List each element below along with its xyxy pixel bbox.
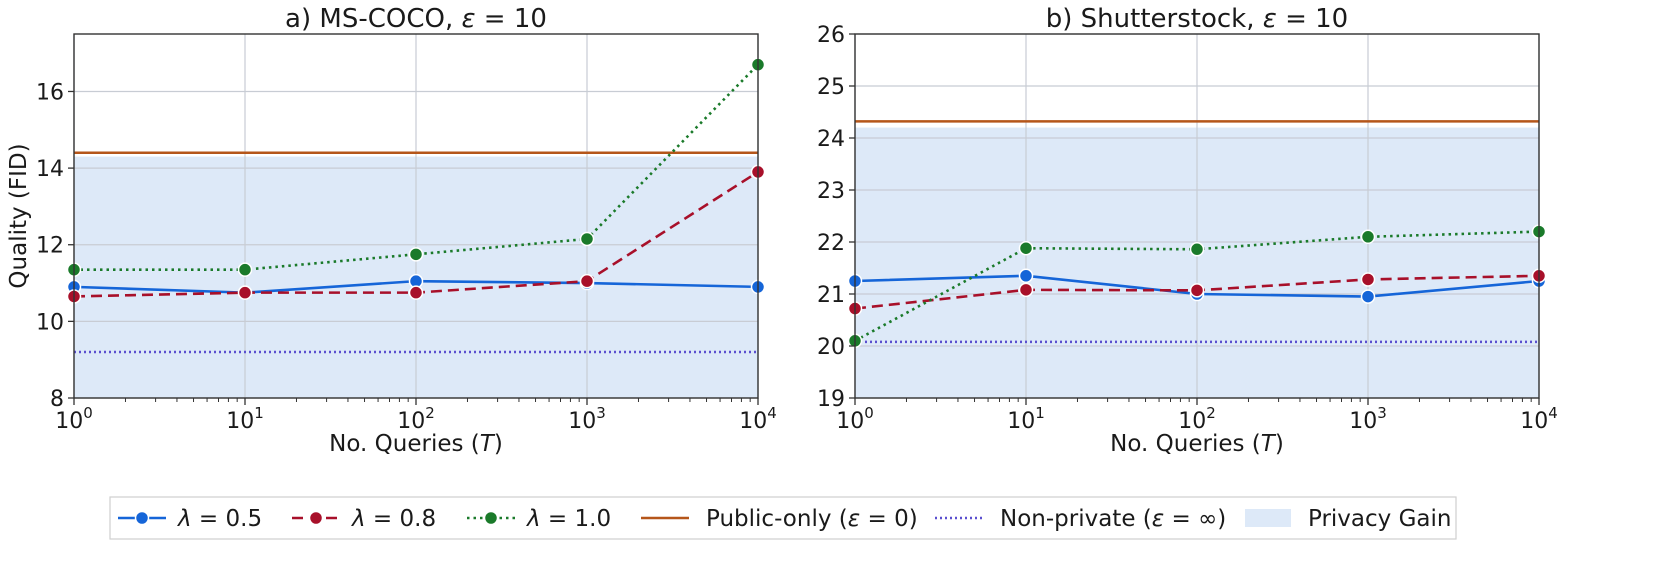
- legend-label-np: Non-private (ε = ∞): [1000, 506, 1226, 532]
- y-tick-label: 8: [50, 387, 64, 412]
- x-axis-label: No. Queries (T): [1110, 431, 1284, 457]
- legend-label-pg: Privacy Gain: [1308, 506, 1451, 532]
- y-tick-label: 24: [817, 127, 845, 152]
- y-axis-label: Quality (FID): [6, 143, 32, 288]
- y-tick-label: 25: [817, 75, 845, 100]
- chart-title: a) MS-COCO, ε = 10: [285, 4, 547, 34]
- x-tick-label: 103: [568, 404, 606, 434]
- x-tick-label: 104: [739, 404, 777, 434]
- data-point-l10: [579, 231, 595, 247]
- x-tick-label: 103: [1349, 404, 1387, 434]
- x-tick-label: 102: [397, 404, 435, 434]
- x-tick-label: 102: [1178, 404, 1216, 434]
- chart-panel-shutterstock: 100 101 102 103 104 19 20 21 22 23 24 25 26 b) Shutte…: [817, 4, 1558, 457]
- chart-panel-ms-coco: 100 101 102 103 104 8 10 12 14 16 a) MS-COCO, ε = …: [6, 4, 777, 457]
- data-point-l10: [1360, 229, 1376, 245]
- legend-patch-privacy-gain: [1245, 509, 1291, 527]
- legend-marker-l05: [134, 510, 150, 526]
- x-tick-label: 100: [836, 404, 874, 434]
- y-tick-label: 20: [817, 335, 845, 360]
- legend-label-l10: λ = 1.0: [525, 506, 611, 532]
- chart-title: b) Shutterstock, ε = 10: [1046, 4, 1348, 34]
- legend: λ = 0.5 λ = 0.8 λ = 1.0 Public-only (ε = 0)…: [109, 496, 1457, 540]
- data-point-l05: [1018, 268, 1034, 284]
- data-point-l10: [1018, 240, 1034, 256]
- y-tick-label: 19: [817, 387, 845, 412]
- y-tick-label: 21: [817, 283, 845, 308]
- legend-label-l05: λ = 0.5: [176, 506, 262, 532]
- x-tick-label: 104: [1520, 404, 1558, 434]
- y-tick-label: 12: [36, 234, 64, 259]
- legend-marker-l10: [483, 510, 499, 526]
- data-point-l08: [408, 285, 424, 300]
- legend-label-l08: λ = 0.8: [350, 506, 436, 532]
- data-point-l05: [1360, 289, 1376, 304]
- data-point-l10: [237, 262, 253, 277]
- data-point-l08: [1360, 272, 1376, 287]
- y-tick-label: 23: [817, 179, 845, 204]
- data-point-l10: [1189, 242, 1205, 257]
- x-tick-label: 100: [55, 404, 93, 434]
- y-tick-label: 26: [817, 23, 845, 48]
- y-tick-label: 22: [817, 231, 845, 256]
- y-tick-label: 14: [36, 157, 64, 182]
- data-point-l08: [237, 285, 253, 300]
- data-point-l08: [1018, 282, 1034, 298]
- x-axis-label: No. Queries (T): [329, 431, 503, 457]
- y-tick-label: 10: [36, 310, 64, 335]
- legend-marker-l08: [308, 510, 324, 526]
- x-tick-label: 101: [1007, 404, 1045, 434]
- data-point-l08: [1189, 283, 1205, 298]
- y-tick-label: 16: [36, 80, 64, 105]
- legend-label-pub: Public-only (ε = 0): [706, 506, 918, 532]
- data-point-l08: [579, 273, 595, 289]
- data-point-l10: [408, 247, 424, 262]
- x-tick-label: 101: [226, 404, 264, 434]
